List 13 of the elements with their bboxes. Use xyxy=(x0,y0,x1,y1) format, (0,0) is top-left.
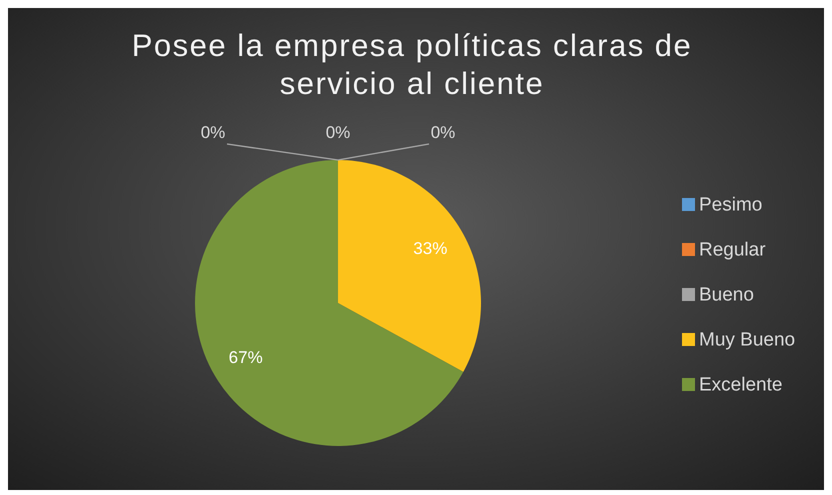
pie-slice xyxy=(195,160,464,446)
data-label: 33% xyxy=(413,238,448,258)
text: 0% xyxy=(200,123,226,142)
legend-label: Muy Bueno xyxy=(699,330,796,350)
legend-label: Regular xyxy=(699,240,766,260)
chart-title: Posee la empresa políticas claras de servicio al cliente xyxy=(132,28,692,101)
legend-label: Pesimo xyxy=(699,194,762,216)
data-label: 67% xyxy=(228,348,263,368)
legend-label: Bueno xyxy=(699,284,754,306)
pie-slice xyxy=(338,160,481,372)
legend-label: Excelente xyxy=(699,374,782,396)
text: 0% xyxy=(430,123,456,142)
text: 0% xyxy=(326,123,350,142)
